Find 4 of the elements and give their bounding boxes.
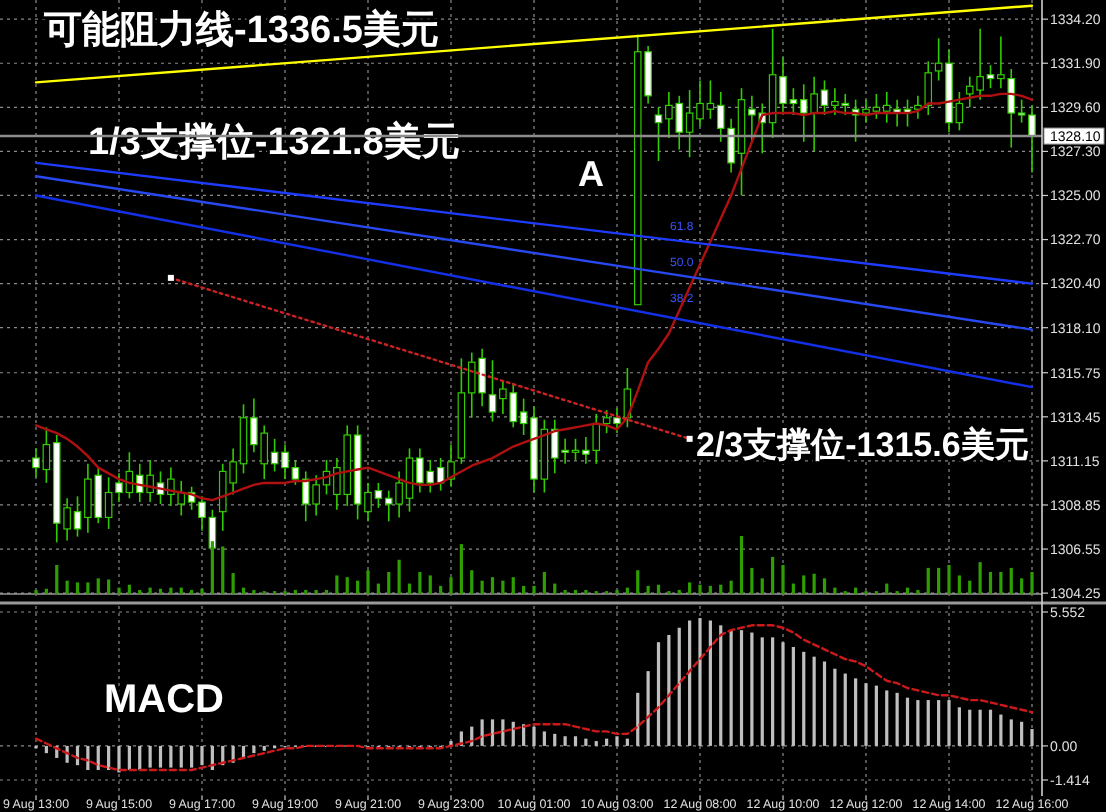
text: MACD [104,678,224,722]
annotation: A [578,154,604,194]
annotation: 2/3支撑位-1315.6美元 [696,426,1029,464]
annotation: 可能阻力线-1336.5美元 [42,8,439,52]
